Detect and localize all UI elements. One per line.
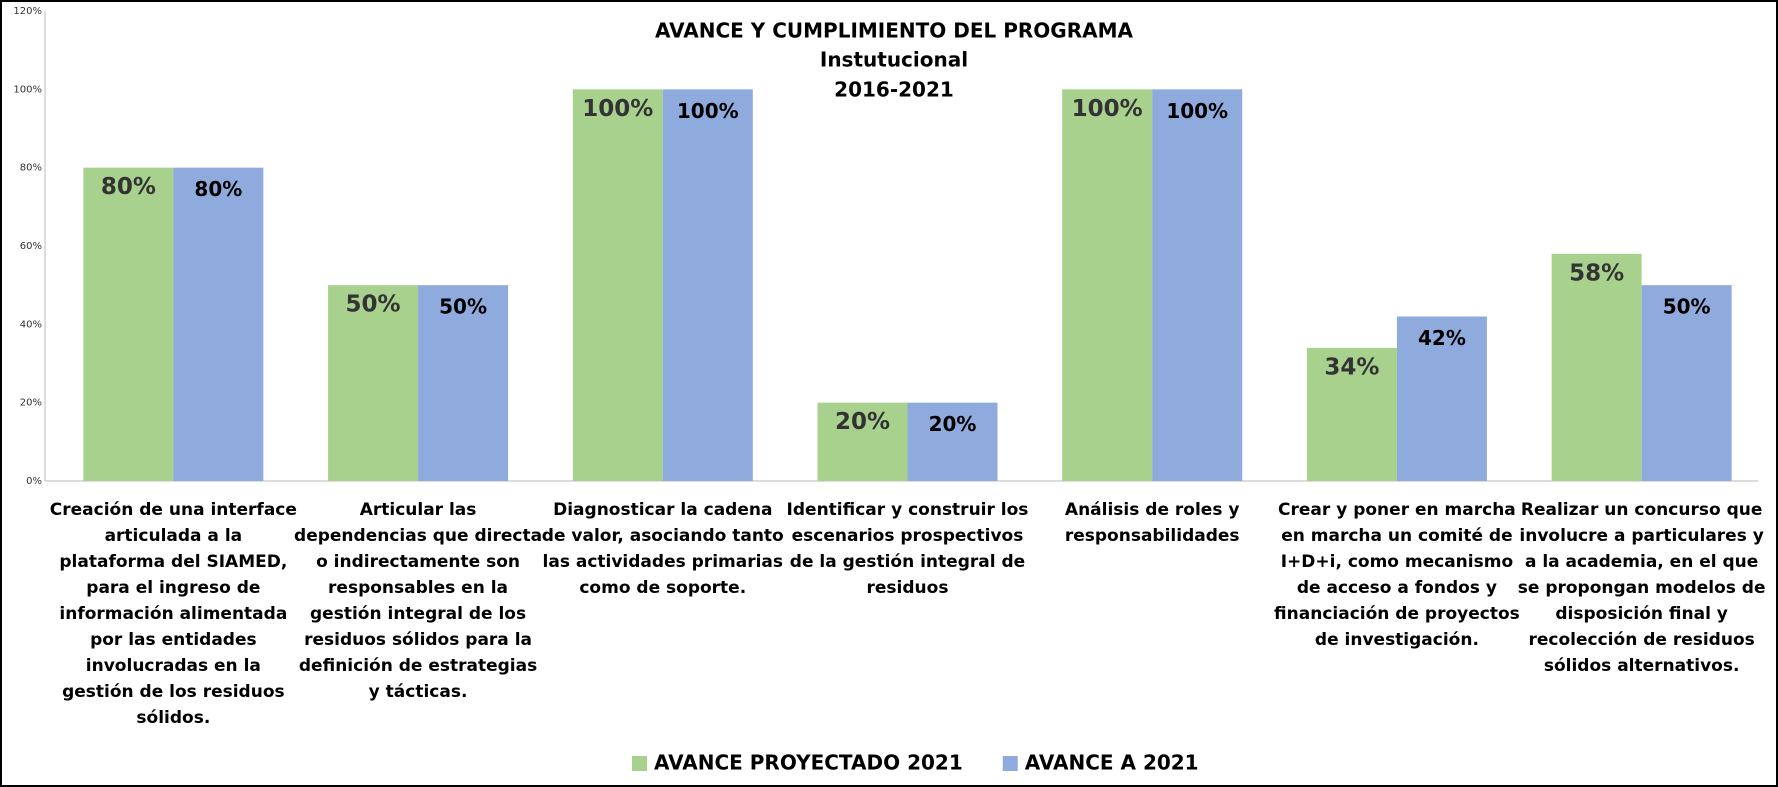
x-tick-label: Crear y poner en marcha en marcha un com… <box>1274 500 1520 650</box>
bar <box>1152 89 1243 481</box>
x-tick-label: Articular las dependencias que directa o… <box>294 500 543 702</box>
bar <box>1551 253 1642 481</box>
data-label: 50% <box>1663 295 1711 319</box>
data-label: 42% <box>1418 326 1466 350</box>
data-label: 50% <box>439 295 487 319</box>
data-label: 34% <box>1324 354 1379 380</box>
bar <box>572 89 663 481</box>
data-label: 100% <box>1072 96 1143 122</box>
legend-swatch <box>1002 756 1018 771</box>
data-label: 50% <box>346 292 401 318</box>
x-tick-label: Diagnosticar la cadena de valor, asocian… <box>541 500 784 598</box>
bar <box>1062 89 1153 481</box>
legend-swatch <box>632 756 647 771</box>
x-tick-label: Creación de una interface articulada a l… <box>49 500 297 728</box>
legend-label: AVANCE A 2021 <box>1025 751 1199 775</box>
data-label: 58% <box>1569 260 1624 286</box>
data-label: 100% <box>582 96 653 122</box>
chart-subtitle: Instutucional <box>820 48 968 72</box>
chart-subtitle: 2016-2021 <box>834 78 954 102</box>
bar <box>1306 347 1397 481</box>
data-label: 100% <box>1166 99 1228 123</box>
bar <box>1396 316 1487 481</box>
bar <box>328 285 419 481</box>
bar <box>418 285 509 481</box>
x-tick-label: Realizar un concurso que involucre a par… <box>1517 500 1766 676</box>
y-tick-label: 60% <box>20 241 42 252</box>
bar <box>173 167 264 481</box>
y-tick-label: 80% <box>20 163 42 174</box>
chart-title: AVANCE Y CUMPLIMIENTO DEL PROGRAMA <box>655 19 1133 43</box>
bar <box>662 89 753 481</box>
y-tick-label: 100% <box>13 84 42 95</box>
y-tick-label: 40% <box>20 319 42 330</box>
bar <box>907 402 998 481</box>
data-label: 80% <box>194 177 242 201</box>
data-label: 20% <box>929 412 977 436</box>
bar <box>817 402 908 481</box>
legend-label: AVANCE PROYECTADO 2021 <box>654 751 963 775</box>
bar <box>83 167 174 481</box>
x-tick-label: Identificar y construir los escenarios p… <box>786 500 1029 598</box>
y-tick-label: 20% <box>20 398 42 409</box>
data-label: 80% <box>101 174 156 200</box>
data-label: 100% <box>677 99 739 123</box>
y-tick-label: 120% <box>13 6 42 17</box>
x-tick-label: Análisis de roles y responsabilidades <box>1064 500 1240 546</box>
bar <box>1641 285 1732 481</box>
data-label: 20% <box>835 409 890 435</box>
y-tick-label: 0% <box>26 476 42 487</box>
